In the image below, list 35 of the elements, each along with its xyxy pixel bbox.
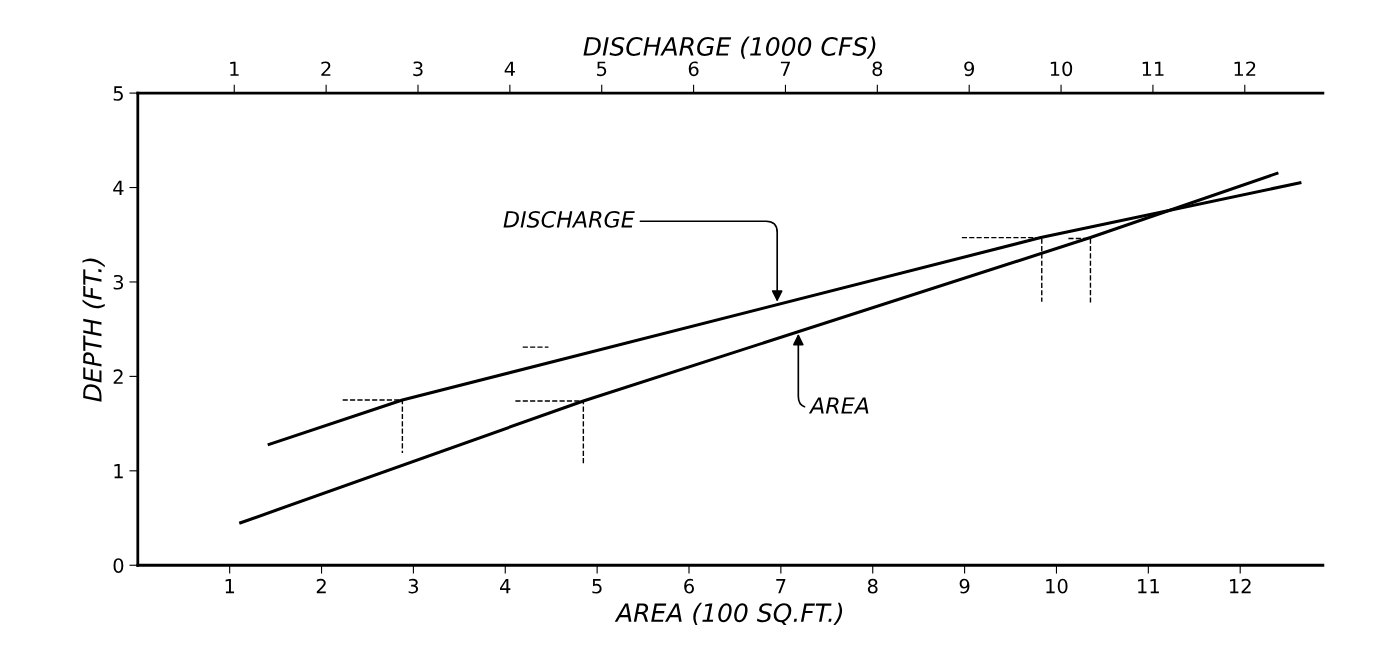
y-tick-label: 3 xyxy=(113,274,124,290)
annotation: AREA xyxy=(808,397,869,414)
x-tick-label: 12 xyxy=(1229,578,1251,594)
x2-tick-label: 4 xyxy=(504,61,515,76)
x-tick-label: 6 xyxy=(684,578,694,594)
x2-axis-title: DISCHARGE (1000 CFS) xyxy=(583,36,876,59)
x2-tick-label: 5 xyxy=(597,61,607,77)
x2-tick-label: 7 xyxy=(780,61,790,76)
x2-tick-label: 8 xyxy=(872,61,883,77)
x-tick-label: 8 xyxy=(867,578,878,594)
x2-tick-label: 2 xyxy=(321,61,331,76)
y-tick-label: 0 xyxy=(113,558,124,573)
x-tick-label: 5 xyxy=(592,579,602,594)
x-tick-label: 9 xyxy=(959,578,970,594)
x2-tick-label: 11 xyxy=(1142,61,1164,76)
y-tick-label: 4 xyxy=(113,180,124,195)
x2-tick-label: 6 xyxy=(688,61,699,77)
y-tick-label: 1 xyxy=(114,464,123,479)
x2-tick-label: 10 xyxy=(1050,61,1073,77)
y-axis-title: DEPTH (FT.) xyxy=(82,258,105,402)
x2-tick-label: 9 xyxy=(964,61,975,77)
annotation: DISCHARGE xyxy=(503,210,635,228)
x-tick-label: 7 xyxy=(776,579,786,594)
x-axis-title: AREA (100 SQ.FT.) xyxy=(614,602,843,626)
x2-tick-label: 3 xyxy=(413,61,423,77)
x-tick-label: 4 xyxy=(500,579,511,594)
y-tick-label: 2 xyxy=(113,369,123,384)
x2-tick-label: 12 xyxy=(1234,61,1256,76)
x2-tick-label: 1 xyxy=(230,61,239,76)
x-tick-label: 2 xyxy=(316,578,326,594)
x-tick-label: 11 xyxy=(1138,579,1159,594)
y-tick-label: 5 xyxy=(113,86,123,101)
x-tick-label: 10 xyxy=(1046,578,1068,594)
x-tick-label: 3 xyxy=(408,578,419,594)
x-tick-label: 1 xyxy=(225,579,235,594)
